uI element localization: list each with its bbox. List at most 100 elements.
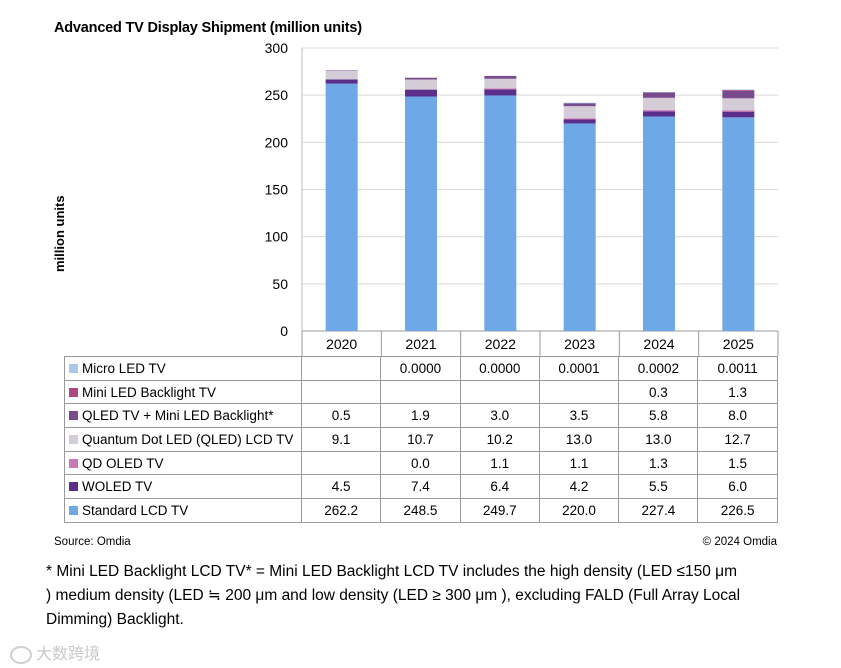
legend-label: Mini LED Backlight TV xyxy=(82,384,217,400)
bar-segment xyxy=(643,97,675,111)
table-row: Micro LED TV 0.0000 0.0000 0.0001 0.0002 0.00… xyxy=(64,356,778,381)
bar-segment xyxy=(722,98,755,111)
bar-segment xyxy=(563,123,596,331)
bar-segment xyxy=(484,88,517,90)
bar-segment xyxy=(405,79,437,90)
legend-swatch xyxy=(69,411,78,421)
bar-segment xyxy=(643,111,675,117)
data-label: 10.7 xyxy=(380,427,461,452)
legend-swatch xyxy=(69,505,78,515)
data-label: 3.0 xyxy=(459,403,540,429)
bar-segment xyxy=(643,116,675,332)
bar-segment xyxy=(325,70,358,71)
y-tick-label: 100 xyxy=(265,229,289,245)
data-label: 7.4 xyxy=(380,474,461,500)
data-label xyxy=(300,356,382,381)
data-label: 4.5 xyxy=(300,474,382,500)
x-tick-label: 2022 xyxy=(485,336,516,352)
legend-swatch xyxy=(69,387,78,397)
source-note: Source: Omdia xyxy=(54,536,131,548)
bar-segment xyxy=(722,117,755,332)
bar-segment xyxy=(643,110,675,112)
legend-swatch xyxy=(69,458,78,468)
data-label: 10.2 xyxy=(459,427,540,452)
data-label: 248.5 xyxy=(380,498,461,523)
bar-segment xyxy=(484,75,517,79)
bar-segment xyxy=(563,102,596,104)
data-label: 5.5 xyxy=(618,474,699,500)
data-label: 220.0 xyxy=(538,498,620,523)
data-label: 226.5 xyxy=(697,498,778,523)
bar-segment xyxy=(643,92,675,98)
legend-label: Standard LCD TV xyxy=(82,502,189,518)
data-table: Micro LED TV 0.0000 0.0000 0.0001 0.0002 0.00… xyxy=(64,356,778,523)
data-label: 0.5 xyxy=(300,403,382,429)
bar-segment xyxy=(484,78,517,89)
x-tick-label: 2025 xyxy=(723,336,754,352)
watermark-logo-icon xyxy=(10,645,32,664)
legend-swatch xyxy=(69,363,78,373)
legend-label: QLED TV + Mini LED Backlight* xyxy=(82,408,274,424)
bar-segment xyxy=(722,90,755,99)
bar-segment xyxy=(722,110,755,112)
data-label: 0.0001 xyxy=(538,356,620,381)
x-tick-label: 2024 xyxy=(643,336,674,352)
data-label: 1.5 xyxy=(697,450,778,476)
y-tick-label: 50 xyxy=(272,276,288,292)
watermark-text: 大数跨境 xyxy=(36,646,101,663)
table-row: Mini LED Backlight TV 0.3 1.3 xyxy=(64,379,778,405)
legend-label: Quantum Dot LED (QLED) LCD TV xyxy=(82,431,294,447)
data-label: 249.7 xyxy=(459,498,540,523)
data-label: 3.5 xyxy=(538,403,620,429)
bar-segment xyxy=(405,77,437,80)
legend-swatch xyxy=(69,434,78,444)
bar-segment xyxy=(484,89,517,96)
data-label xyxy=(459,379,540,405)
bar-segment xyxy=(722,89,755,91)
legend-cell: WOLED TV xyxy=(64,474,302,500)
legend-label: QD OLED TV xyxy=(82,455,164,471)
x-tick-label: 2021 xyxy=(405,336,436,352)
x-tick-label: 2020 xyxy=(326,336,357,352)
legend-cell: Mini LED Backlight TV xyxy=(64,379,302,405)
legend-cell: QLED TV + Mini LED Backlight* xyxy=(64,403,302,429)
data-label: 4.2 xyxy=(538,474,620,500)
data-label xyxy=(300,450,382,476)
legend-cell: QD OLED TV xyxy=(64,450,302,476)
data-label: 1.3 xyxy=(697,379,778,405)
copyright-note: © 2024 Omdia xyxy=(702,536,777,548)
x-tick-label: 2023 xyxy=(564,336,595,352)
footnote: * Mini LED Backlight LCD TV* = Mini LED … xyxy=(46,563,741,628)
chart-plot-area: 0 50 100 150 200 250 300 2020 2021 2022 2023 2024 20… xyxy=(265,40,779,356)
y-tick-label: 250 xyxy=(265,87,289,103)
legend-label: WOLED TV xyxy=(82,479,153,495)
bar-segment xyxy=(405,96,437,331)
bar-segment xyxy=(484,95,517,331)
data-label: 1.9 xyxy=(380,403,461,429)
data-label: 12.7 xyxy=(697,427,778,452)
data-label: 5.8 xyxy=(618,403,699,429)
data-label: 1.3 xyxy=(618,450,699,476)
bar-segment xyxy=(325,79,358,84)
legend-cell: Micro LED TV xyxy=(64,356,302,381)
legend-label: Micro LED TV xyxy=(82,360,166,376)
bar-segment xyxy=(405,89,437,97)
bar-segment xyxy=(643,92,675,93)
bar-segment xyxy=(563,106,596,119)
data-label xyxy=(380,379,461,405)
table-row: Standard LCD TV 262.2 248.5 249.7 220.0 227.4… xyxy=(64,498,778,523)
data-label: 1.1 xyxy=(459,450,540,476)
y-tick-label: 300 xyxy=(265,40,289,56)
data-label: 0.0 xyxy=(380,450,461,476)
bar-segment xyxy=(325,83,358,332)
y-tick-label: 200 xyxy=(265,134,289,150)
data-label: 0.3 xyxy=(618,379,699,405)
bar-segment xyxy=(722,111,755,118)
bar-segment xyxy=(722,89,755,91)
watermark: 大数跨境 xyxy=(10,640,100,664)
bar-segment xyxy=(563,102,596,107)
data-label: 13.0 xyxy=(538,427,620,452)
table-row: QLED TV + Mini LED Backlight* 0.5 1.9 3.0 3.… xyxy=(64,403,778,429)
data-label xyxy=(538,379,620,405)
legend-cell: Standard LCD TV xyxy=(64,498,302,523)
